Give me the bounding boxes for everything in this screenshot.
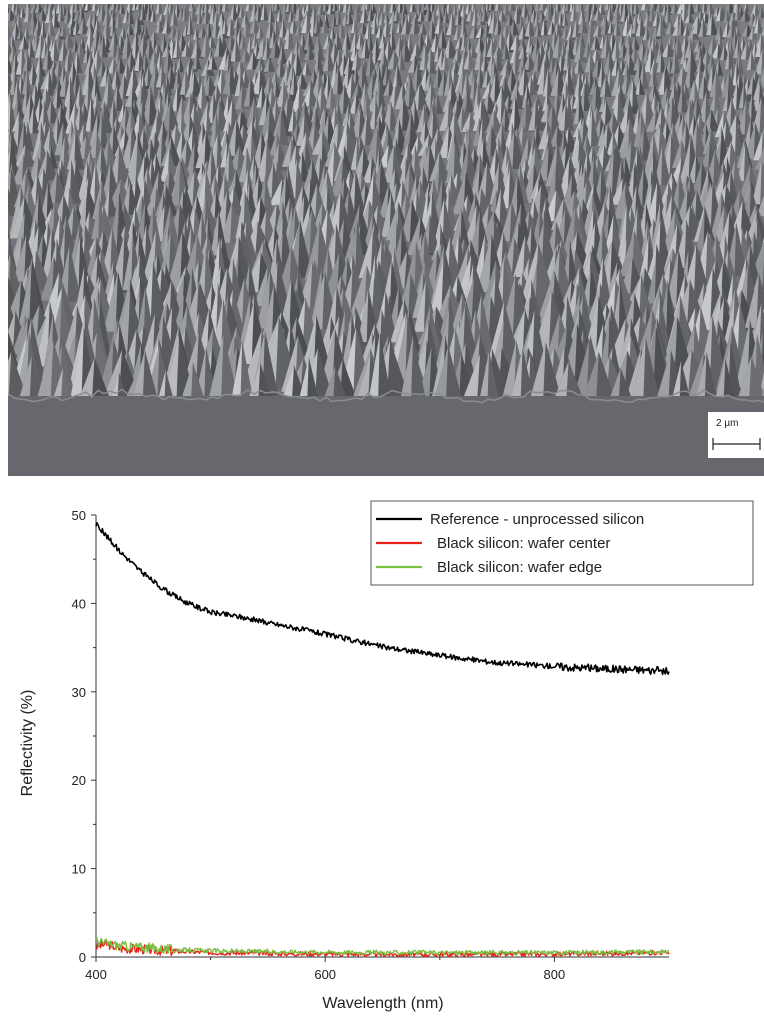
x-tick-label: 400: [85, 967, 107, 982]
scale-bar: 2 µm: [708, 412, 764, 458]
y-tick-label: 50: [72, 508, 86, 523]
y-tick-label: 40: [72, 596, 86, 611]
x-tick-label: 600: [314, 967, 336, 982]
y-tick-label: 20: [72, 773, 86, 788]
legend-label: Black silicon: wafer edge: [437, 559, 602, 576]
scale-bar-label: 2 µm: [716, 418, 738, 429]
x-tick-label: 800: [544, 967, 566, 982]
chart-svg: 0 10 20 30 40 50 400 600 800 Wavelength (nm) Ref…: [0, 478, 764, 1024]
y-tick-label: 0: [79, 950, 86, 965]
sem-micrograph: 2 µm: [8, 4, 764, 476]
series-layer: [96, 523, 669, 957]
legend-label: Reference - unprocessed silicon: [430, 511, 644, 528]
reflectivity-chart: 0 10 20 30 40 50 400 600 800 Wavelength (nm) Ref…: [0, 478, 764, 1024]
legend: Reference - unprocessed silicon Black sil…: [371, 501, 753, 585]
y-tick-label: 30: [72, 685, 86, 700]
legend-label: Black silicon: wafer center: [437, 535, 610, 552]
y-axis-label: Reflectivity (%): [19, 690, 36, 797]
sem-image: 2 µm: [8, 4, 764, 476]
y-tick-label: 10: [72, 862, 86, 877]
x-axis-label: Wavelength (nm): [322, 995, 443, 1012]
